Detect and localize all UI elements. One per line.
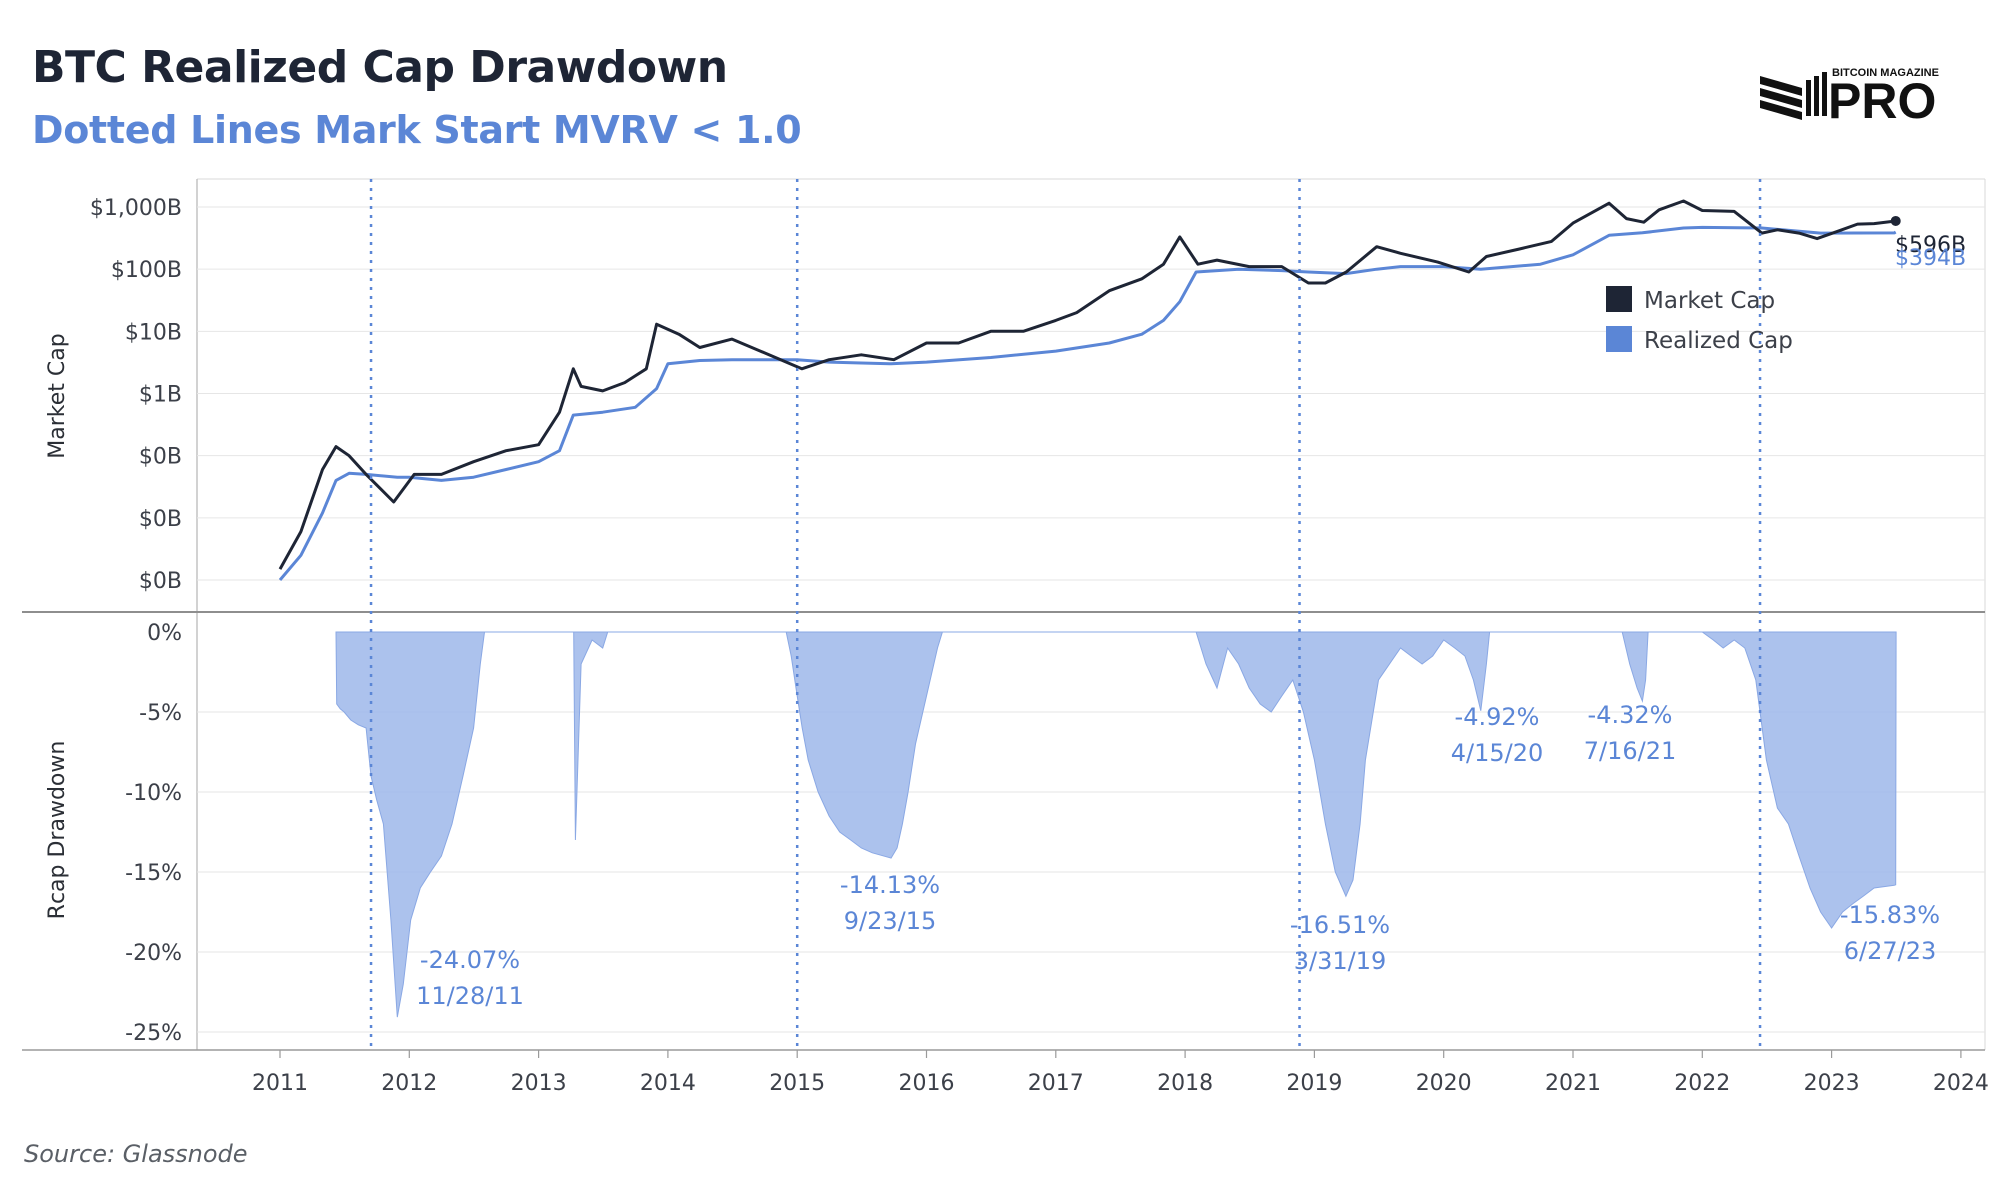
source-note: Source: Glassnode	[24, 1140, 248, 1168]
market-cap-end-label: $596B	[1895, 233, 1966, 258]
logo-small-text: BITCOIN MAGAZINE	[1832, 67, 1939, 79]
realized-cap-end-label: $394B	[1895, 246, 1966, 271]
bitcoin-magazine-pro-logo: BITCOIN MAGAZINE PRO	[1760, 66, 1970, 136]
bottom-y-tick-label: -10%	[125, 781, 182, 806]
top-y-tick-label: $10B	[125, 320, 182, 345]
x-tick-label: 2021	[1545, 1071, 1601, 1096]
x-tick-label: 2018	[1157, 1071, 1213, 1096]
x-tick-label: 2015	[769, 1071, 825, 1096]
bottom-y-tick-label: 0%	[147, 621, 182, 646]
rcap-drawdown-area	[335, 631, 1897, 1018]
annotation-value: -4.32%	[1588, 701, 1673, 729]
x-tick-label: 2024	[1933, 1071, 1989, 1096]
x-tick-label: 2012	[381, 1071, 437, 1096]
bottom-y-tick-label: -20%	[125, 941, 182, 966]
bottom-y-tick-label: -25%	[125, 1021, 182, 1046]
chart-svg: $1,000B $100B $10B $1B $0B $0B $0B 0% -5% -10% -15…	[22, 178, 1989, 1096]
top-y-tick-label: $0B	[139, 569, 182, 594]
annotation-value: -14.13%	[840, 871, 940, 899]
x-tick-label: 2019	[1286, 1071, 1342, 1096]
x-tick-label: 2022	[1674, 1071, 1730, 1096]
annotation-date: 9/23/15	[844, 907, 937, 935]
legend-label-market-cap: Market Cap	[1644, 288, 1775, 314]
legend-swatch-realized-cap	[1606, 326, 1632, 352]
logo-mark: BITCOIN MAGAZINE PRO	[1760, 67, 1939, 129]
annotation-value: -4.92%	[1455, 703, 1540, 731]
x-tick-label: 2016	[899, 1071, 955, 1096]
logo-big-text: PRO	[1828, 73, 1936, 129]
x-tick-label: 2013	[511, 1071, 567, 1096]
x-tick-label: 2023	[1804, 1071, 1860, 1096]
top-y-tick-label: $1B	[139, 383, 182, 408]
chart-title: BTC Realized Cap Drawdown	[32, 42, 728, 93]
annotation-date: 3/31/19	[1294, 947, 1387, 975]
annotation-date: 6/27/23	[1844, 937, 1937, 965]
x-tick-label: 2017	[1028, 1071, 1084, 1096]
top-y-tick-label: $0B	[139, 445, 182, 470]
annotation-value: -16.51%	[1290, 911, 1390, 939]
market-cap-end-point	[1890, 215, 1901, 226]
x-tick-label: 2020	[1416, 1071, 1472, 1096]
top-y-tick-label: $1,000B	[90, 196, 182, 221]
bottom-y-axis-label: Rcap Drawdown	[45, 741, 70, 920]
legend-label-realized-cap: Realized Cap	[1644, 328, 1793, 354]
bottom-y-tick-label: -5%	[139, 701, 182, 726]
annotation-date: 11/28/11	[416, 982, 524, 1010]
annotation-value: -15.83%	[1840, 901, 1940, 929]
x-tick-label: 2014	[640, 1071, 696, 1096]
realized-cap-line	[278, 225, 1897, 581]
annotation-date: 4/15/20	[1451, 739, 1544, 767]
top-y-tick-label: $0B	[139, 507, 182, 532]
x-tick-label: 2011	[252, 1071, 308, 1096]
annotation-date: 7/16/21	[1584, 737, 1677, 765]
chart-subtitle: Dotted Lines Mark Start MVRV < 1.0	[32, 108, 802, 152]
bottom-y-tick-label: -15%	[125, 861, 182, 886]
top-y-axis-label: Market Cap	[45, 333, 70, 458]
annotation-value: -24.07%	[420, 946, 520, 974]
top-y-tick-label: $100B	[111, 258, 182, 283]
legend-swatch-market-cap	[1606, 286, 1632, 312]
market-cap-line	[278, 199, 1896, 570]
